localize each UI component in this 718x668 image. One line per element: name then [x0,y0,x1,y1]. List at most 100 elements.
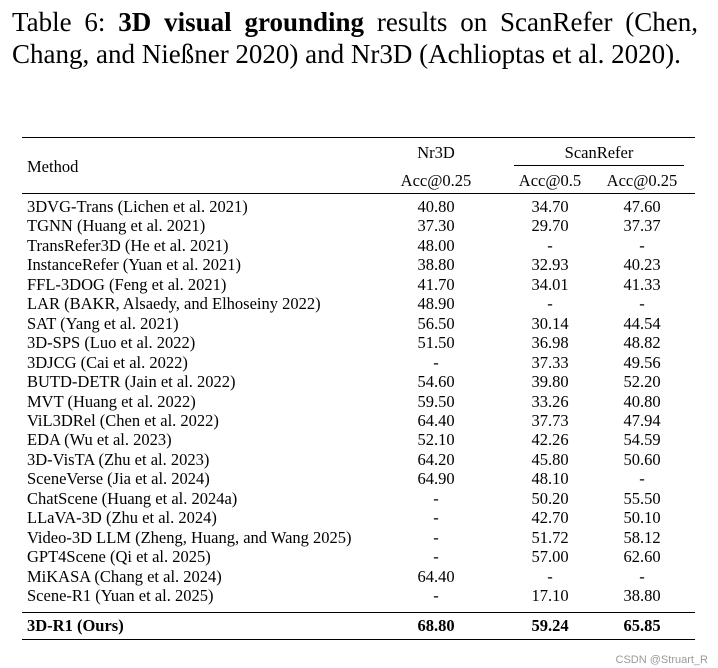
row-nr3d: - [433,527,439,547]
table-row: MiKASA (Chang et al. 2024) 64.40 - - [0,567,718,587]
row-scanrefer-acc05: 50.20 [531,488,569,508]
row-scanrefer-acc025: - [639,566,645,586]
bottom-rule [22,639,695,641]
table-row: SceneVerse (Jia et al. 2024) 64.90 48.10 - [0,469,718,489]
table-row: MVT (Huang et al. 2022) 59.50 33.26 40.80 [0,392,718,412]
table-row: FFL-3DOG (Feng et al. 2021) 41.70 34.01 41.… [0,275,718,295]
row-method: ChatScene (Huang et al. 2024a) [27,488,238,508]
header-nr3d-acc: Acc@0.25 [400,171,472,190]
row-scanrefer-acc05: 33.26 [531,391,569,411]
table-row: LLaVA-3D (Zhu et al. 2024) - 42.70 50.10 [0,508,718,528]
row-scanrefer-acc025: 52.20 [623,372,661,392]
row-method: 3D-VisTA (Zhu et al. 2023) [27,449,210,469]
row-nr3d: 64.40 [417,566,455,586]
row-scanrefer-acc05: - [547,235,553,255]
row-nr3d: 64.20 [417,449,455,469]
row-method: GPT4Scene (Qi et al. 2025) [27,547,211,567]
row-nr3d: 54.60 [417,372,455,392]
table-row: GPT4Scene (Qi et al. 2025) - 57.00 62.60 [0,547,718,567]
row-scanrefer-acc05: 34.01 [531,274,569,294]
row-method: SAT (Yang et al. 2021) [27,313,179,333]
row-scanrefer-acc05: - [547,294,553,314]
row-method: 3DVG-Trans (Lichen et al. 2021) [27,197,248,216]
watermark: CSDN @Struart_R [615,654,708,666]
row-nr3d: - [433,547,439,567]
row-scanrefer-acc025: 41.33 [623,274,661,294]
final-scanrefer-acc05: 59.24 [531,616,569,635]
header-rule [22,193,695,194]
row-method: MiKASA (Chang et al. 2024) [27,566,222,586]
row-scanrefer-acc025: - [639,294,645,314]
table-row: SAT (Yang et al. 2021) 56.50 30.14 44.54 [0,314,718,334]
row-scanrefer-acc05: 42.26 [531,430,569,450]
row-scanrefer-acc025: 55.50 [623,488,661,508]
row-scanrefer-acc05: - [547,566,553,586]
table-row: BUTD-DETR (Jain et al. 2022) 54.60 39.80 52… [0,372,718,392]
row-scanrefer-acc025: 58.12 [623,527,661,547]
row-scanrefer-acc05: 45.80 [531,449,569,469]
row-scanrefer-acc025: 37.37 [623,216,661,236]
caption-label: Table 6: [12,7,106,37]
table-row: 3D-VisTA (Zhu et al. 2023) 64.20 45.80 50.6… [0,450,718,470]
top-rule [22,137,695,139]
row-nr3d: 64.90 [417,469,455,489]
table-row: Video-3D LLM (Zheng, Huang, and Wang 202… [0,528,718,548]
final-scanrefer-acc025: 65.85 [623,616,661,635]
row-method: LLaVA-3D (Zhu et al. 2024) [27,508,217,528]
table-row-final: 3D-R1 (Ours) 68.80 59.24 65.85 [0,613,718,639]
row-method: MVT (Huang et al. 2022) [27,391,196,411]
row-method: LAR (BAKR, Alsaedy, and Elhoseiny 2022) [27,294,321,314]
table-row: LAR (BAKR, Alsaedy, and Elhoseiny 2022) 4… [0,294,718,314]
row-method: Video-3D LLM (Zheng, Huang, and Wang 202… [27,527,352,547]
scanrefer-underline [514,165,684,166]
row-method: EDA (Wu et al. 2023) [27,430,172,450]
row-scanrefer-acc05: 17.10 [531,586,569,605]
row-scanrefer-acc05: 30.14 [531,313,569,333]
caption-bold: 3D visual grounding [118,7,365,37]
row-nr3d: 48.00 [417,235,455,255]
row-method: BUTD-DETR (Jain et al. 2022) [27,372,236,392]
header-nr3d: Nr3D [417,143,455,162]
table-row: Scene-R1 (Yuan et al. 2025) - 17.10 38.80 [0,586,718,606]
row-nr3d: 56.50 [417,313,455,333]
row-method: TGNN (Huang et al. 2021) [27,216,206,236]
row-method: InstanceRefer (Yuan et al. 2021) [27,255,241,275]
table-row: 3DJCG (Cai et al. 2022) - 37.33 49.56 [0,353,718,373]
row-scanrefer-acc025: 44.54 [623,313,661,333]
row-scanrefer-acc05: 51.72 [531,527,569,547]
row-scanrefer-acc025: 50.10 [623,508,661,528]
row-scanrefer-acc05: 57.00 [531,547,569,567]
final-nr3d: 68.80 [417,616,455,635]
table-row: 3D-SPS (Luo et al. 2022) 51.50 36.98 48.82 [0,333,718,353]
row-scanrefer-acc025: 40.23 [623,255,661,275]
caption-text: results on ScanRefer (Chen, Chang, and N… [12,7,699,69]
row-scanrefer-acc05: 42.70 [531,508,569,528]
header-method: Method [27,157,79,176]
row-method: FFL-3DOG (Feng et al. 2021) [27,274,227,294]
header-scanrefer: ScanRefer [564,143,634,162]
row-method: SceneVerse (Jia et al. 2024) [27,469,210,489]
table-row: 3DVG-Trans (Lichen et al. 2021) 40.80 34.7… [0,197,718,217]
row-nr3d: 38.80 [417,255,455,275]
row-scanrefer-acc025: 40.80 [623,391,661,411]
final-method: 3D-R1 (Ours) [27,616,124,635]
row-nr3d: 59.50 [417,391,455,411]
row-nr3d: - [433,352,439,372]
row-scanrefer-acc025: 62.60 [623,547,661,567]
row-nr3d: 37.30 [417,216,455,236]
row-nr3d: - [433,586,439,605]
row-method: Scene-R1 (Yuan et al. 2025) [27,586,214,605]
row-nr3d: 40.80 [417,197,455,216]
row-scanrefer-acc025: 48.82 [623,333,661,353]
row-nr3d: - [433,508,439,528]
row-scanrefer-acc05: 29.70 [531,216,569,236]
table-row: InstanceRefer (Yuan et al. 2021) 38.80 32.… [0,255,718,275]
row-nr3d: 41.70 [417,274,455,294]
table-row: TransRefer3D (He et al. 2021) 48.00 - - [0,236,718,256]
row-scanrefer-acc05: 32.93 [531,255,569,275]
row-scanrefer-acc025: 49.56 [623,352,661,372]
row-scanrefer-acc05: 34.70 [531,197,569,216]
header-scanrefer-acc025: Acc@0.25 [606,171,678,190]
row-nr3d: - [433,488,439,508]
row-scanrefer-acc025: 47.60 [623,197,661,216]
